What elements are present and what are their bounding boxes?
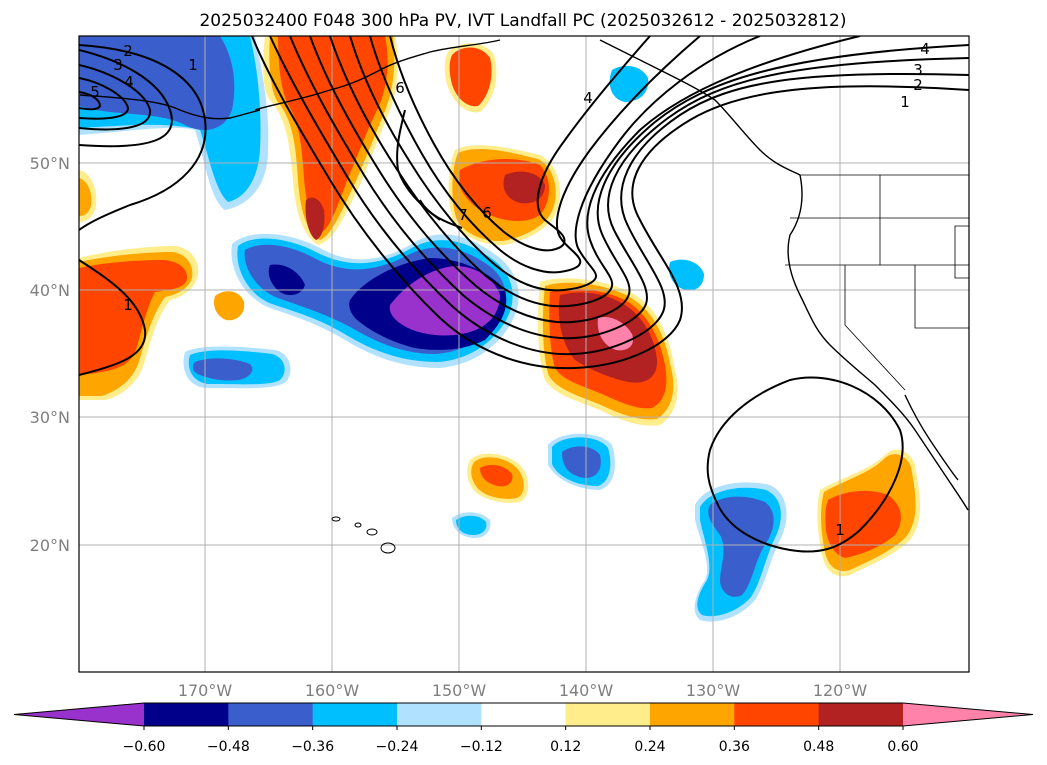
ivt-contours [79,36,969,553]
state-borders [785,174,969,391]
map-panel: 2 3 4 5 1 6 4 3 2 1 4 7 6 1 1 [78,35,970,673]
lon-label: 150°W [432,681,487,700]
latitude-labels: 50°N 40°N 30°N 20°N [30,154,70,555]
pv-region-s-blob-blue [562,446,601,478]
contour-label: 4 [124,73,134,91]
colorbar: −0.60 −0.48 −0.36 −0.24 −0.12 0.12 0.24 0.36 0.4… [13,702,1034,755]
contour-label: 4 [583,89,593,107]
contour-label: 2 [123,42,133,60]
colorbar-segment [397,703,482,726]
contour-label: 1 [123,296,133,314]
colorbar-extend-low [14,703,144,726]
lon-label: 120°W [813,681,868,700]
colorbar-tick-label: −0.24 [376,739,419,755]
map-frame [78,35,970,673]
colorbar-extend-high [903,703,1033,726]
coastlines [79,39,969,511]
lon-label: 160°W [305,681,360,700]
pv-region-blob-hawaii-sky [456,515,487,535]
contour-label: 4 [920,40,930,58]
map-content: 2 3 4 5 1 6 4 3 2 1 4 7 6 1 1 [79,36,969,672]
contour-label: 1 [835,521,845,539]
colorbar-segment [818,703,904,726]
contour-labels: 2 3 4 5 1 6 4 3 2 1 4 7 6 1 1 [90,40,930,539]
lat-label: 20°N [30,536,70,555]
contour-label: 6 [395,79,405,97]
pv-region-west-edge-orange [79,178,92,216]
colorbar-segment [144,703,229,726]
lon-label: 130°W [686,681,741,700]
colorbar-segment [481,703,567,726]
contour-label: 1 [188,56,198,74]
colorbar-segment [734,703,820,726]
map-title: 2025032400 F048 300 hPa PV, IVT Landfall… [199,11,846,31]
colorbar-tick-label: 0.12 [550,739,581,755]
pv-region-blob-mid [669,259,704,291]
contour-label: 1 [900,93,910,111]
contour-label: 2 [913,76,923,94]
colorbar-tick-label: −0.60 [123,739,166,755]
pv-region-blob-north-small-r [449,47,492,107]
lat-label: 50°N [30,154,70,173]
contour-label: 3 [913,61,923,79]
lon-label: 140°W [559,681,614,700]
contour-label: 7 [458,206,468,224]
lat-label: 30°N [30,408,70,427]
colorbar-segment [565,703,651,726]
lat-label: 40°N [30,281,70,300]
contour-label: 6 [482,204,492,222]
contour-label: 5 [90,83,100,101]
lon-label: 170°W [178,681,233,700]
pv-region-ne-firebrick [503,171,545,204]
longitude-labels: 170°W 160°W 150°W 140°W 130°W 120°W [178,681,868,700]
colorbar-segment [228,703,314,726]
colorbar-tick-label: −0.36 [291,739,334,755]
contour-label: 3 [113,56,123,74]
pv-region-se-blue [708,496,774,597]
pv-region-sw-redorange [480,464,513,487]
pv-region-west-redorange [79,260,188,375]
map-gridlines [79,36,969,672]
pv-region-west-small [214,291,245,321]
pv-region-nw-blue [79,36,235,130]
pv-region-north-redorange [278,36,388,232]
hawaii-islands [331,516,396,554]
colorbar-tick-label: 0.36 [719,739,750,755]
colorbar-segment [312,703,398,726]
colorbar-tick-label: 0.48 [803,739,834,755]
colorbar-tick-label: −0.48 [207,739,250,755]
pv-region-north-firebrick [305,197,325,240]
colorbar-tick-label: 0.60 [887,739,918,755]
colorbar-segment [650,703,735,726]
colorbar-tick-label: 0.24 [634,739,665,755]
pv-region-blob-west-blue [192,358,253,381]
colorbar-tick-label: −0.12 [460,739,503,755]
